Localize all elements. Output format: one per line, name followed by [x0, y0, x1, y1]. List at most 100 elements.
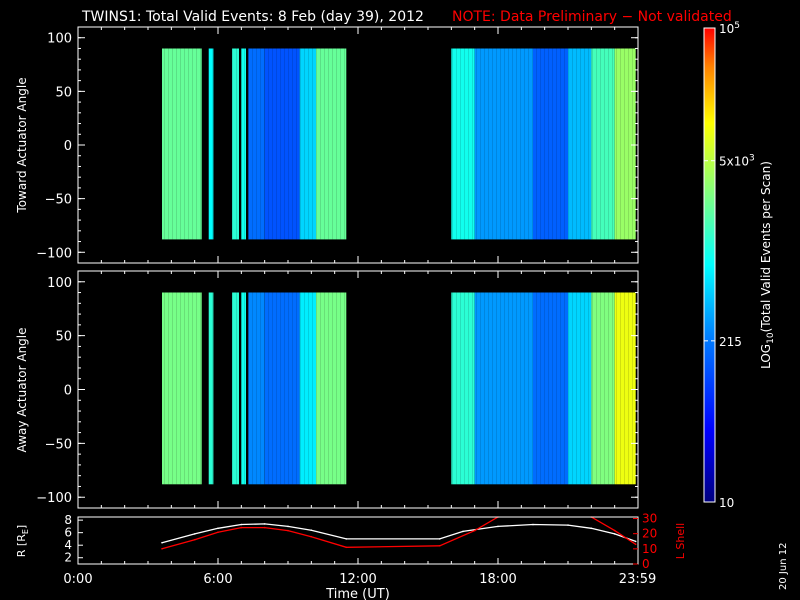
- colorbar-tick-label: 5x103: [719, 154, 755, 169]
- colorbar-label: LOG10(Total Valid Events per Scan): [759, 161, 776, 369]
- x-tick-label: 23:59: [619, 572, 656, 587]
- y-tick-label: −100: [36, 491, 72, 506]
- heatmap-texture: [316, 48, 347, 240]
- y-tick-label: 50: [55, 330, 72, 345]
- colorbar-gradient: [703, 27, 716, 503]
- l-shell-point: [287, 529, 289, 532]
- l-shell-point: [240, 526, 243, 529]
- heatmap-texture: [533, 292, 568, 485]
- x-tick-label: 6:00: [203, 572, 232, 587]
- panel-frame: [77, 516, 639, 565]
- y-tick-label: 0: [64, 139, 72, 154]
- r-point: [438, 538, 441, 540]
- colorbar-tick-label: 10: [719, 496, 734, 510]
- heatmap-texture: [316, 292, 347, 485]
- heatmap-texture: [232, 292, 239, 485]
- heatmap-texture: [162, 48, 202, 240]
- r-axis-label: R [RE]: [15, 525, 30, 557]
- colorbar-tick-exponent: 3: [749, 154, 755, 164]
- y-tick-label: −50: [45, 437, 72, 452]
- y-axis-label: Toward Actuator Angle: [15, 77, 29, 213]
- chart-title: TWINS1: Total Valid Events: 8 Feb (day 3…: [81, 9, 424, 25]
- r-point: [217, 527, 219, 530]
- y-right-tick-label: 0: [642, 557, 650, 571]
- heatmap-texture: [241, 292, 246, 485]
- r-point: [532, 523, 534, 526]
- x-tick-label: 18:00: [479, 572, 516, 587]
- r-axis-label-main: R [R: [15, 534, 28, 557]
- y-right-tick-label: 30: [642, 512, 657, 526]
- away-actuator-panel: 100 50 0 −50 −100 Away Actuator Angle: [15, 270, 639, 509]
- r-point: [310, 529, 313, 531]
- colorbar-tick-base: 10: [719, 22, 734, 36]
- r-axis-label-sub: E: [21, 529, 30, 534]
- y-tick-label: 50: [55, 85, 72, 100]
- y-axis-label: Away Actuator Angle: [15, 327, 29, 452]
- r-point: [613, 533, 616, 535]
- y-tick-label: 4: [64, 538, 72, 552]
- r-series-line: [161, 523, 636, 544]
- r-point: [497, 525, 499, 528]
- x-tick-label: 0:00: [63, 572, 92, 587]
- toward-actuator-panel: 100 50 0 −50 −100 Toward Actuator Angle: [15, 26, 639, 264]
- y-tick-label: −50: [45, 193, 72, 208]
- heatmap-texture: [474, 292, 533, 485]
- r-point: [345, 538, 348, 540]
- heatmap-texture: [451, 48, 475, 240]
- r-point: [634, 540, 637, 543]
- r-point: [263, 523, 266, 525]
- heatmap-texture: [568, 48, 592, 240]
- l-shell-series-line: [161, 517, 637, 550]
- l-shell-point: [438, 545, 441, 547]
- l-shell-point: [217, 531, 219, 533]
- l-shell-point: [193, 538, 196, 541]
- y-tick-label: 100: [47, 32, 72, 47]
- l-shell-point: [613, 529, 616, 532]
- y-tick-label: −100: [36, 246, 72, 261]
- r-point: [240, 523, 243, 526]
- heatmap-texture: [162, 292, 202, 485]
- generation-date: 20 Jun 12: [778, 543, 789, 590]
- heatmap-texture: [299, 292, 316, 485]
- heatmap-texture: [299, 48, 316, 240]
- heatmap-texture: [568, 292, 592, 485]
- heatmap-texture: [264, 48, 300, 240]
- l-shell-axis-label: L Shell: [674, 523, 687, 559]
- heatmap-texture: [248, 48, 265, 240]
- heatmap-texture: [591, 48, 615, 240]
- l-shell-point: [161, 548, 163, 550]
- r-point: [567, 524, 569, 526]
- heatmap-texture: [264, 292, 300, 485]
- r-point: [590, 527, 593, 530]
- y-tick-label: 2: [64, 551, 72, 565]
- heatmap-texture: [208, 292, 214, 485]
- heatmap-texture: [474, 48, 533, 240]
- l-shell-point: [634, 543, 637, 546]
- heatmap-texture: [614, 48, 636, 240]
- r-point: [287, 525, 289, 528]
- heatmap-texture: [591, 292, 615, 485]
- y-tick-label: 100: [47, 276, 72, 291]
- heatmap-texture: [232, 48, 239, 240]
- l-shell-point: [345, 546, 348, 549]
- preliminary-note: NOTE: Data Preliminary − Not validated: [452, 9, 732, 25]
- r-point: [161, 541, 163, 544]
- l-shell-point: [310, 535, 313, 538]
- heatmap-texture: [533, 48, 568, 240]
- y-tick-label: 6: [64, 526, 72, 540]
- heatmap-texture: [451, 292, 475, 485]
- x-axis-label: Time (UT): [325, 587, 390, 600]
- colorbar-tick-base: 10: [719, 496, 734, 510]
- r-axis-label-end: ]: [15, 525, 28, 529]
- l-shell-point: [263, 526, 266, 529]
- y-right-tick-label: 10: [642, 542, 657, 556]
- colorbar-tick-base: 5x10: [719, 155, 749, 169]
- heatmap-texture: [248, 292, 265, 485]
- r-point: [462, 530, 464, 533]
- r-point: [193, 533, 196, 535]
- colorbar-tick-label: 105: [719, 21, 740, 36]
